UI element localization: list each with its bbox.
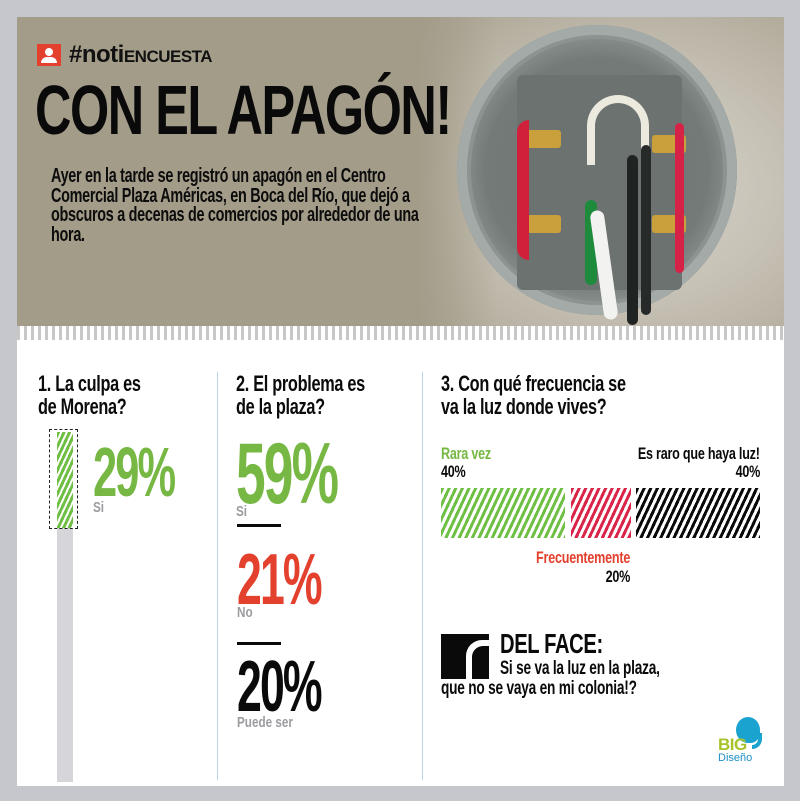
meter-socket-image: [457, 25, 737, 325]
elephant-trunk: [752, 733, 762, 749]
white-wire-loop: [587, 95, 649, 165]
q3-rara-value: 40%: [441, 462, 466, 481]
noticuesta-tag: #notiENCUESTA: [37, 41, 213, 69]
q2-puede-value: 20%: [237, 647, 323, 727]
q3-bar-rara-vez: [441, 488, 565, 538]
q1-si-label: Si: [93, 499, 105, 516]
hashtag-suffix: ENCUESTA: [123, 47, 213, 66]
question-1-line2: de Morena?: [38, 394, 127, 419]
del-face-title: DEL FACE:: [500, 628, 603, 659]
facebook-icon: [441, 634, 489, 679]
q3-raro-label: Es raro que haya luz!: [638, 444, 760, 463]
terminal: [527, 215, 561, 233]
q1-si-value: 29%: [93, 433, 176, 511]
separator-rule: [237, 642, 281, 645]
logo-big-text: BIG: [718, 735, 747, 754]
lede-paragraph: Ayer en la tarde se registró un apagón e…: [51, 165, 419, 246]
column-divider: [217, 372, 218, 780]
q3-rara-label: Rara vez: [441, 444, 491, 463]
q2-puede-label: Puede ser: [237, 714, 293, 731]
q3-frec-label: Frecuentemente: [535, 548, 630, 567]
del-face-quote-line1: Si se va la luz en la plaza,: [500, 658, 660, 679]
q3-bar-raro-luz: [636, 488, 760, 538]
q2-si-value: 59%: [236, 426, 339, 522]
question-2-title: 2. El problema es de la plaza?: [236, 372, 365, 418]
q1-bar-highlight: [49, 429, 78, 529]
black-wire: [627, 155, 638, 325]
big-diseno-logo: BIG Diseño: [714, 715, 774, 770]
question-1-title: 1. La culpa es de Morena?: [38, 372, 141, 418]
q2-no-label: No: [237, 604, 253, 621]
del-face-quote-line2: que no se vaya en mi colonia!?: [441, 678, 637, 699]
logo-diseno-text: Diseño: [718, 752, 753, 764]
headline: CON EL APAGÓN!: [35, 71, 452, 149]
separator-rule: [237, 524, 281, 527]
q2-no-value: 21%: [237, 540, 323, 620]
column-divider: [422, 372, 423, 780]
question-2-line2: de la plaza?: [236, 394, 325, 419]
red-wire: [517, 120, 529, 260]
header-banner: #notiENCUESTA CON EL APAGÓN! Ayer en la …: [17, 17, 784, 326]
red-wire: [675, 123, 684, 273]
question-3-title: 3. Con qué frecuencia se va la luz donde…: [441, 372, 626, 418]
q1-bar-fill: [57, 432, 73, 528]
hashtag-prefix: #noti: [69, 41, 124, 68]
striped-divider: [17, 326, 784, 340]
black-wire: [641, 145, 651, 315]
terminal: [527, 130, 561, 148]
question-3-line2: va la luz donde vives?: [441, 394, 607, 419]
user-icon: [37, 44, 61, 66]
q3-raro-value: 40%: [735, 462, 760, 481]
q3-bar-frecuentemente: [571, 488, 631, 538]
question-3-line1: 3. Con qué frecuencia se: [441, 371, 626, 396]
question-1-line1: 1. La culpa es: [38, 371, 141, 396]
infographic-card: #notiENCUESTA CON EL APAGÓN! Ayer en la …: [17, 17, 784, 786]
hashtag: #notiENCUESTA: [69, 41, 213, 69]
q2-si-label: Si: [236, 503, 248, 520]
question-2-line1: 2. El problema es: [236, 371, 365, 396]
q3-frec-value: 20%: [605, 567, 630, 586]
